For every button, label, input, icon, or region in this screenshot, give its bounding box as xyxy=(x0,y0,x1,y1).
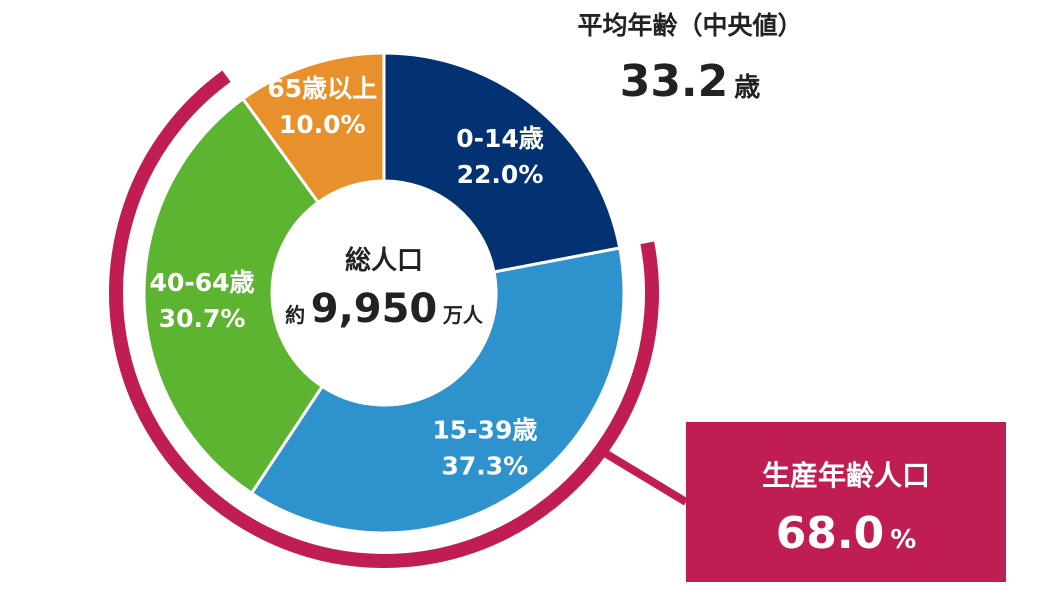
segment-labels: 0-14歳 22.0% 15-39歳 37.3% 40-64歳 30.7% 65歳以上 10.… xyxy=(150,74,544,481)
donut-slice-0-14 xyxy=(382,51,622,274)
slice-category-label-0-14: 0-14歳 xyxy=(456,124,544,153)
center-value: 9,950 xyxy=(311,286,438,332)
slice-value-label-15-39: 37.3% xyxy=(442,451,529,480)
center-title: 総人口 xyxy=(345,245,423,276)
center-prefix: 約 xyxy=(285,303,305,327)
slice-category-label-40-64: 40-64歳 xyxy=(150,268,255,297)
donut-slice-40-64 xyxy=(142,96,325,496)
working-age-arc xyxy=(109,70,659,568)
slice-value-label-0-14: 22.0% xyxy=(457,160,544,189)
slice-value-label-65-plus: 10.0% xyxy=(279,110,366,139)
donut-slice-15-39 xyxy=(249,246,626,535)
working-age-connector-line xyxy=(598,447,689,506)
median-age-unit: 歳 xyxy=(734,73,761,103)
center-total: 約 9,950 万人 xyxy=(285,286,484,332)
donut-segments xyxy=(142,51,626,535)
center-unit: 万人 xyxy=(442,303,484,327)
median-age-block: 平均年齢（中央値） 33.2 歳 xyxy=(540,6,840,107)
working-age-value-row: 68.0% xyxy=(686,508,1006,559)
median-age-value-row: 33.2 歳 xyxy=(540,56,840,107)
median-age-value: 33.2 xyxy=(619,56,729,107)
slice-category-label-15-39: 15-39歳 xyxy=(432,415,537,444)
median-age-title: 平均年齢（中央値） xyxy=(577,11,803,40)
slice-category-label-65-plus: 65歳以上 xyxy=(267,74,377,103)
slice-value-label-40-64: 30.7% xyxy=(159,304,246,333)
working-age-value: 68.0 xyxy=(775,508,885,559)
working-age-title: 生産年齢人口 xyxy=(761,459,930,492)
working-age-unit: % xyxy=(890,525,917,555)
donut-slice-65-plus xyxy=(240,51,386,205)
working-age-box: 生産年齢人口 68.0% xyxy=(686,422,1006,582)
